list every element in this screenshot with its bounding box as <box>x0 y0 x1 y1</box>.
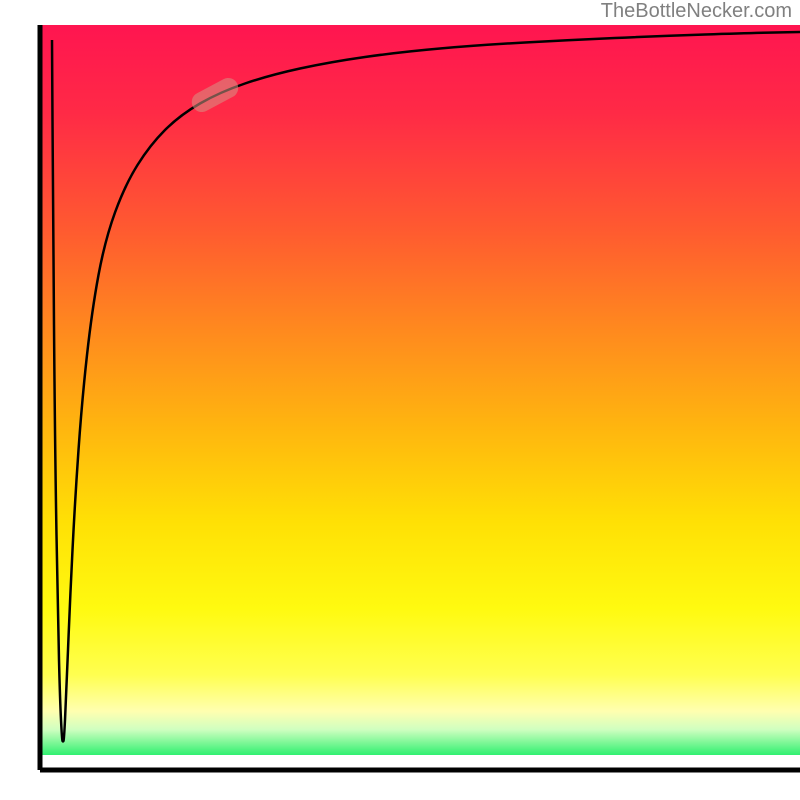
chart-svg <box>0 0 800 800</box>
bottleneck-chart: TheBottleNecker.com <box>0 0 800 800</box>
plot-background <box>40 25 800 755</box>
watermark-text: TheBottleNecker.com <box>601 0 792 23</box>
